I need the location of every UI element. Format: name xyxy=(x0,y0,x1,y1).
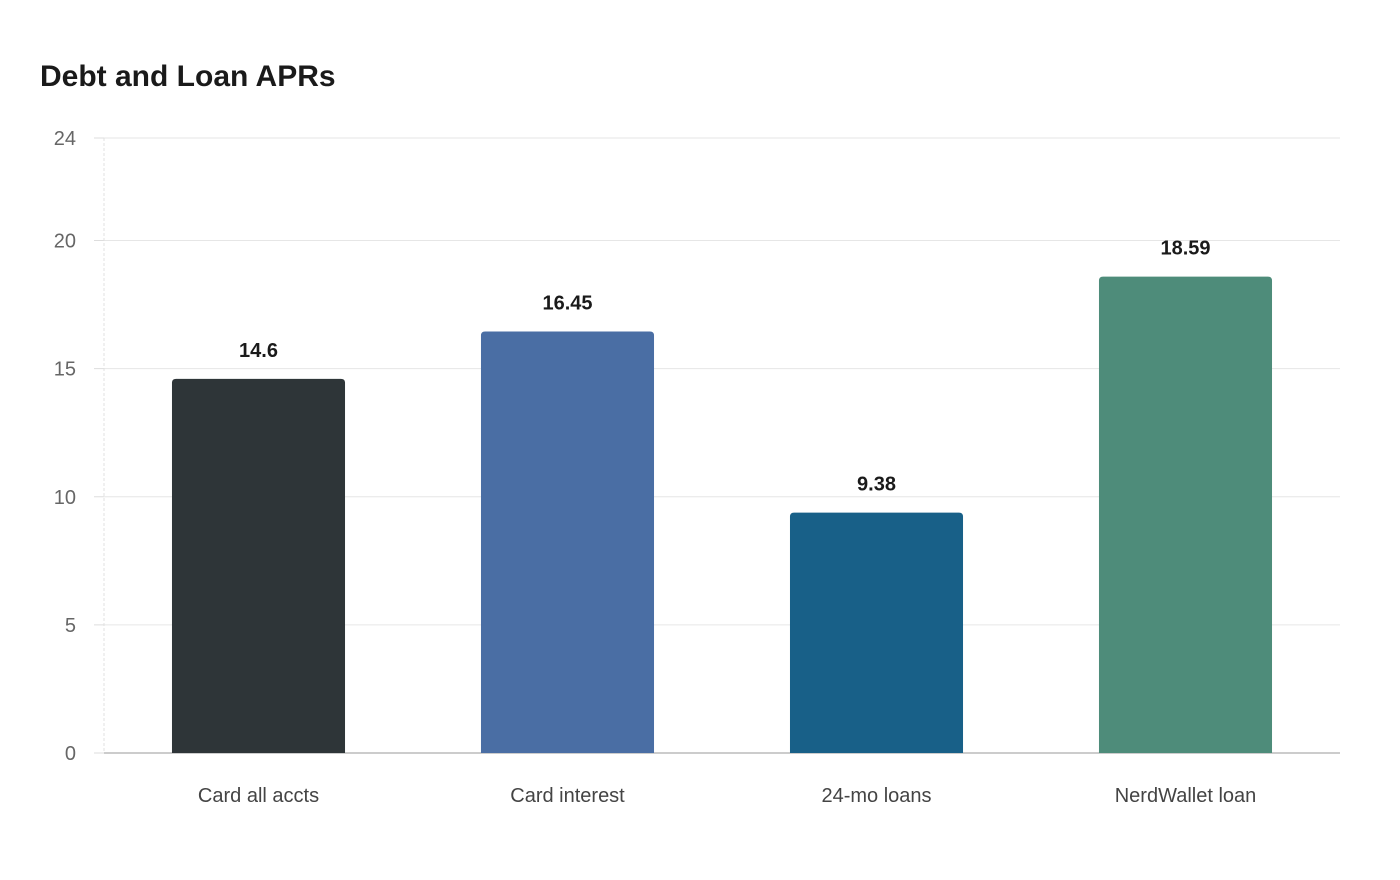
bar-1[interactable] xyxy=(171,378,346,753)
y-tick-label-0: 0 xyxy=(65,743,76,765)
data-label-2: 16.45 xyxy=(542,292,592,314)
data-label-1: 14.6 xyxy=(239,340,278,362)
x-tick-label-4: NerdWallet loan xyxy=(1115,785,1257,807)
y-tick-label-5: 5 xyxy=(65,615,76,637)
x-tick-label-3: 24-mo loans xyxy=(821,785,931,807)
data-label-4: 18.59 xyxy=(1160,238,1210,260)
y-tick-label-10: 10 xyxy=(54,487,76,509)
x-tick-label-1: Card all accts xyxy=(198,785,319,807)
chart-title: Debt and Loan APRs xyxy=(40,60,336,93)
y-tick-label-15: 15 xyxy=(54,359,76,381)
bar-4[interactable] xyxy=(1098,276,1273,753)
x-tick-label-2: Card interest xyxy=(510,785,625,807)
bar-3[interactable] xyxy=(789,512,964,753)
labels: 0 5 10 15 20 24 14.6 Card all accts 16.45 Card in… xyxy=(54,128,1257,807)
y-tick-label-20: 20 xyxy=(54,231,76,253)
y-tick-label-24: 24 xyxy=(54,128,76,150)
bars xyxy=(171,276,1273,753)
bar-2[interactable] xyxy=(480,331,655,753)
data-label-3: 9.38 xyxy=(857,474,896,496)
